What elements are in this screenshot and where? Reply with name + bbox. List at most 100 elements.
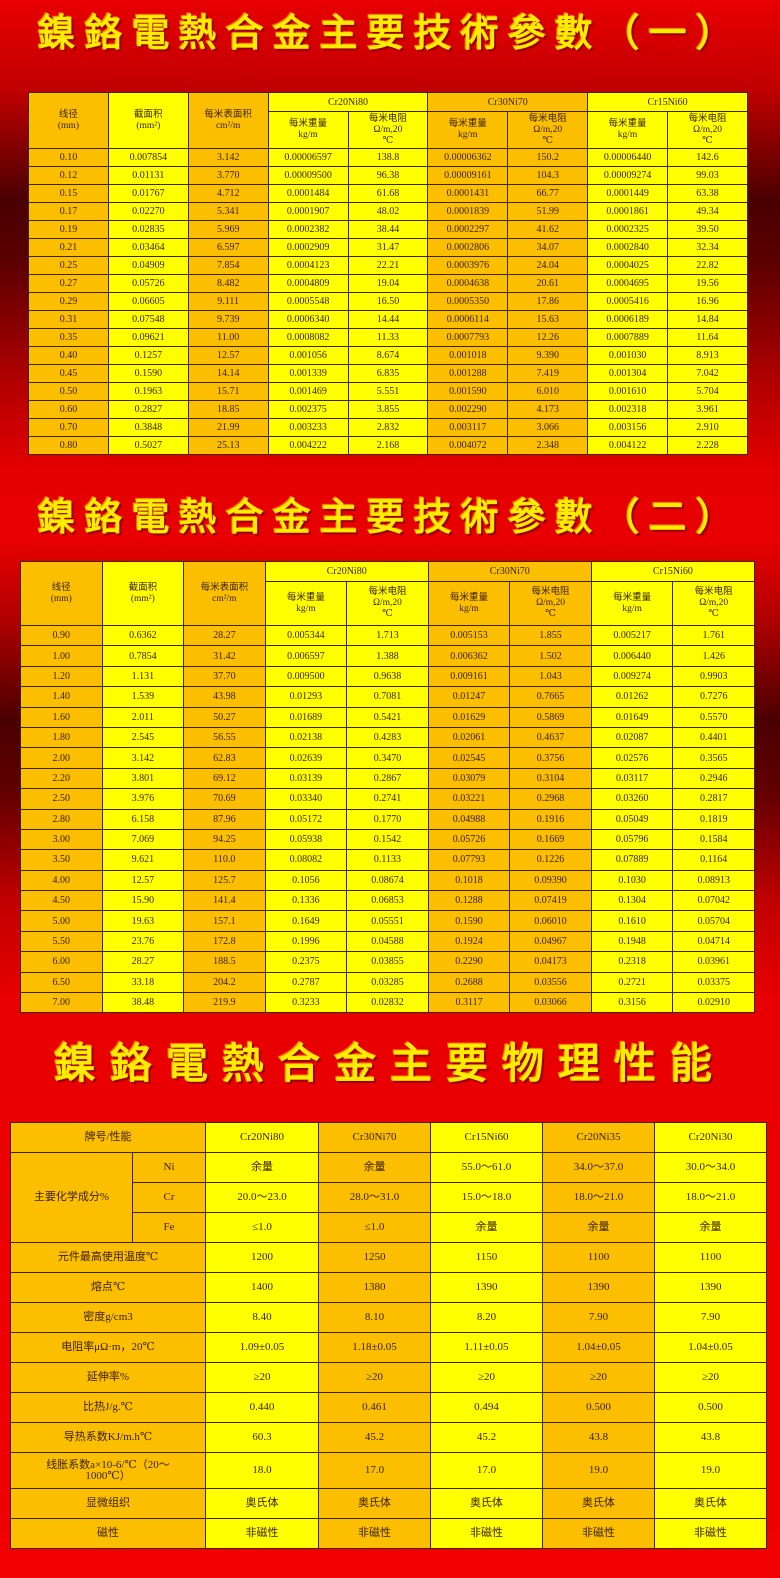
- weight-per-meter-header: 每米重量 kg/m: [427, 111, 509, 149]
- table-row: 0.21 0.03464 6.597 0.0002909 31.47 0.0002806 3…: [28, 238, 748, 257]
- table-cell: 0.0006340: [267, 310, 349, 329]
- table-cell: 51.99: [507, 202, 589, 221]
- table-cell: 2.50: [20, 788, 103, 810]
- table-row: 7.00 38.48 219.9 0.3233 0.02832 0.3117 0.03066…: [20, 992, 755, 1014]
- table-cell: 0.0004695: [587, 274, 668, 293]
- table-cell: 17.0: [430, 1452, 543, 1489]
- table-cell: 0.70: [28, 418, 109, 437]
- table-cell: 5.704: [667, 382, 748, 401]
- table-row: 2.80 6.158 87.96 0.05172 0.1770 0.04988 0.1916…: [20, 808, 755, 830]
- table-cell: 余量: [205, 1152, 319, 1183]
- table-cell: 69.12: [183, 767, 266, 790]
- table-row: 熔点℃ 1400 1380 1390 1390 1390: [10, 1272, 767, 1303]
- table-cell: 0.1257: [107, 346, 189, 365]
- table-cell: 0.461: [318, 1392, 431, 1423]
- table-cell: 16.96: [667, 292, 748, 311]
- table-cell: 0.0004025: [587, 256, 668, 275]
- table-cell: 0.2290: [427, 951, 511, 973]
- property-label: 电阻率μΩ·m，20℃: [10, 1332, 206, 1363]
- table-row: 3.50 9.621 110.0 0.08082 0.1133 0.07793 0.1226…: [20, 849, 755, 871]
- table-row: Cr 20.0～23.0 28.0～31.0 15.0～18.0 18.0～21.0 18…: [11, 1182, 767, 1213]
- table-cell: 5.341: [187, 202, 269, 221]
- table-cell: 0.3848: [107, 418, 189, 437]
- alloy-header: Cr30Ni70: [427, 561, 592, 582]
- table-row: 0.12 0.01131 3.770 0.00009500 96.38 0.0000916…: [28, 166, 748, 185]
- table-row: 0.25 0.04909 7.854 0.0004123 22.21 0.0003976 2…: [28, 256, 748, 275]
- table-cell: 余量: [542, 1212, 655, 1243]
- table-cell: 19.0: [542, 1452, 655, 1489]
- table-cell: 0.1669: [509, 828, 592, 851]
- table-row: 1.80 2.545 56.55 0.02138 0.4283 0.02061 0.4637…: [20, 726, 755, 749]
- table-cell: 14.84: [667, 310, 748, 329]
- property-label: 密度g/cm3: [10, 1302, 206, 1333]
- table-cell: 0.02545: [427, 747, 511, 769]
- table-cell: 7.854: [187, 256, 269, 275]
- table-cell: 60.3: [205, 1422, 319, 1453]
- table-cell: 1.043: [509, 665, 592, 688]
- header-row: 牌号/性能 Cr20Ni80 Cr30Ni70 Cr15Ni60 Cr20Ni35 Cr2…: [10, 1122, 767, 1153]
- table-cell: 61.68: [347, 184, 429, 203]
- table-cell: 49.34: [667, 202, 748, 221]
- table-cell: 0.04714: [672, 930, 755, 953]
- table-cell: 1.09±0.05: [205, 1332, 319, 1363]
- table-row: 4.50 15.90 141.4 0.1336 0.06853 0.1288 0.07419…: [20, 890, 755, 912]
- table-cell: 0.1226: [509, 849, 592, 871]
- table-cell: 0.03464: [107, 238, 189, 257]
- table-cell: 16.50: [347, 292, 429, 311]
- table-cell: 0.001288: [427, 364, 509, 383]
- table-cell: 14.44: [347, 310, 429, 329]
- table-cell: 0.001610: [587, 382, 668, 401]
- table-cell: 0.3233: [264, 992, 348, 1014]
- table-row: 6.00 28.27 188.5 0.2375 0.03855 0.2290 0.04173…: [20, 951, 755, 973]
- table-row: 显微组织 奥氏体 奥氏体 奥氏体 奥氏体 奥氏体: [10, 1488, 767, 1519]
- table-cell: 0.04588: [346, 930, 429, 953]
- table-cell: 4.173: [507, 400, 589, 419]
- table-cell: 奥氏体: [654, 1488, 767, 1519]
- table-cell: 0.02270: [107, 202, 189, 221]
- alloy-header: Cr30Ni70: [427, 92, 589, 112]
- table-cell: 1390: [430, 1272, 543, 1303]
- table-cell: 0.006362: [427, 645, 511, 667]
- table-row: 3.00 7.069 94.25 0.05938 0.1542 0.05726 0.1669…: [20, 828, 755, 851]
- table-cell: 9.111: [187, 292, 269, 311]
- table-row: 0.70 0.3848 21.99 0.003233 2.832 0.003117 3.06…: [28, 418, 748, 437]
- table-cell: 2.832: [347, 418, 429, 437]
- table-cell: 0.4401: [672, 726, 755, 749]
- alloy-header: Cr30Ni70: [318, 1122, 431, 1153]
- property-label: 线胀系数a×10-6/℃（20～1000℃）: [10, 1452, 206, 1489]
- table-cell: 1.04±0.05: [654, 1332, 767, 1363]
- title-physical-properties: 鎳鉻電熱合金主要物理性能: [53, 1039, 726, 1088]
- table-row: 0.15 0.01767 4.712 0.0001484 61.68 0.0001431 6…: [28, 184, 748, 203]
- table-cell: 30.0～34.0: [654, 1152, 767, 1183]
- table-cell: 0.7081: [346, 686, 429, 708]
- table-row: 线胀系数a×10-6/℃（20～1000℃） 18.0 17.0 17.0 19.0 19…: [10, 1452, 767, 1489]
- table-cell: 4.712: [187, 184, 269, 203]
- subheader-row: 每米重量 kg/m 每米电阻 Ω/m,20 ℃ 每米重量 kg/m 每米电阻 Ω/m,…: [21, 581, 755, 626]
- table-cell: 0.001339: [267, 364, 349, 383]
- table-cell: 0.0002325: [587, 220, 668, 239]
- table-cell: 48.02: [347, 202, 429, 221]
- table-cell: 0.1916: [509, 808, 592, 830]
- table-cell: ≤1.0: [205, 1212, 319, 1243]
- column-header: 每米表面积 cm²/m: [183, 561, 266, 626]
- table-cell: 0.06853: [346, 890, 429, 912]
- header-row: 线径 (mm) 截面积 (mm²) 每米表面积 cm²/m Cr20Ni80 Cr30N…: [28, 92, 748, 149]
- table-cell: 0.001018: [427, 346, 509, 365]
- table-cell: 1.388: [346, 645, 429, 667]
- table-row: 1.00 0.7854 31.42 0.006597 1.388 0.006362 1.50…: [20, 645, 755, 667]
- table-cell: 6.50: [20, 971, 103, 994]
- property-label: 比热J/g.℃: [10, 1392, 206, 1423]
- property-label: 导热系数KJ/m.h℃: [10, 1422, 206, 1453]
- table-cell: 0.6362: [101, 624, 185, 647]
- table-cell: 0.009500: [264, 665, 348, 688]
- table-cell: 110.0: [183, 849, 266, 871]
- table-cell: 24.04: [507, 256, 589, 275]
- table-cell: 2.228: [667, 436, 748, 455]
- table-cell: 0.001590: [427, 382, 509, 401]
- table-cell: 1.11±0.05: [430, 1332, 543, 1363]
- table-cell: 0.004122: [587, 436, 668, 455]
- table-cell: 0.02576: [590, 747, 674, 769]
- table-cell: 0.25: [28, 256, 109, 275]
- table-cell: 0.0007889: [587, 328, 668, 347]
- table-row: 5.00 19.63 157.1 0.1649 0.05551 0.1590 0.06010…: [20, 910, 755, 932]
